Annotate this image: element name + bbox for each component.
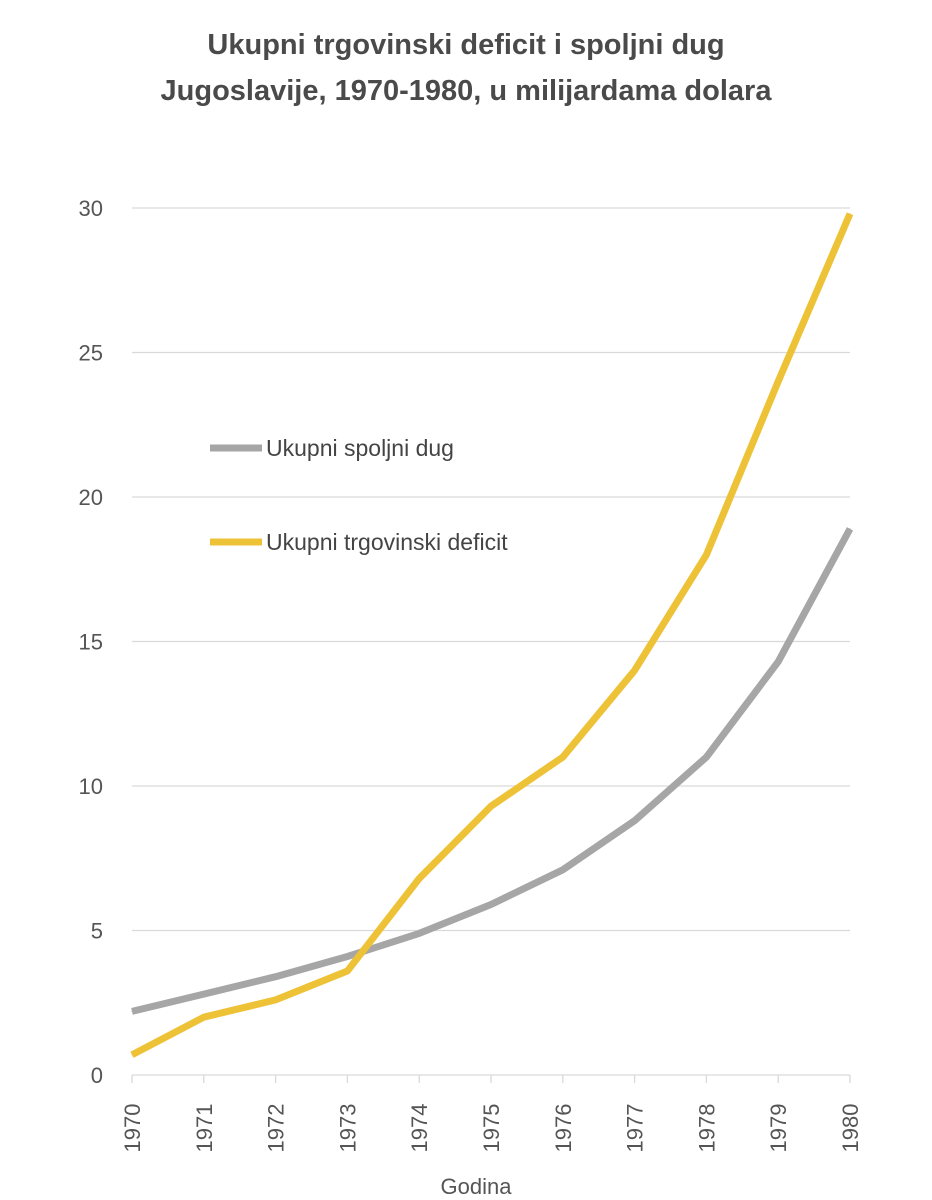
- x-tick-label: 1980: [838, 1104, 863, 1153]
- x-tick-label: 1970: [120, 1104, 145, 1153]
- series-lines: [130, 212, 854, 1058]
- series-line-2: [130, 212, 854, 1058]
- data-point: [203, 993, 205, 995]
- data-point: [777, 661, 779, 663]
- data-point: [705, 554, 707, 556]
- y-tick-label: 30: [79, 196, 103, 221]
- data-point: [418, 932, 420, 934]
- y-tick-label: 5: [91, 919, 103, 944]
- x-tick-label: 1975: [479, 1104, 504, 1153]
- data-point: [131, 1054, 133, 1056]
- legend-label-1: Ukupni spoljni dug: [266, 435, 454, 461]
- data-point: [849, 528, 851, 530]
- data-point: [490, 805, 492, 807]
- x-tick-label: 1978: [694, 1104, 719, 1153]
- data-point: [275, 999, 277, 1001]
- x-tick-label: 1979: [766, 1104, 791, 1153]
- chart-title: Ukupni trgovinski deficit i spoljni dug …: [0, 22, 932, 114]
- x-axis-ticks: 1970 1971 1972 1973 1974 1975 1976 1977 1978 1979…: [120, 1075, 863, 1152]
- y-axis-ticks: 0 5 10 15 20 25 30: [79, 196, 103, 1088]
- x-axis-title: Godina: [441, 1174, 513, 1199]
- data-point: [490, 903, 492, 905]
- data-point: [131, 1010, 133, 1012]
- y-tick-label: 0: [91, 1063, 103, 1088]
- x-tick-label: 1972: [264, 1104, 289, 1153]
- chart-title-line-2: Jugoslavije, 1970-1980, u milijardama do…: [160, 75, 772, 107]
- chart-title-line-1: Ukupni trgovinski deficit i spoljni dug: [207, 29, 725, 61]
- data-point: [275, 976, 277, 978]
- legend: Ukupni spoljni dug Ukupni trgovinski defi…: [210, 435, 508, 555]
- y-tick-label: 25: [79, 341, 103, 366]
- x-tick-label: 1977: [623, 1104, 648, 1153]
- data-point: [634, 820, 636, 822]
- data-point: [346, 970, 348, 972]
- x-tick-label: 1976: [551, 1104, 576, 1153]
- series-line-1: [131, 527, 854, 1015]
- data-point: [849, 213, 851, 215]
- gridlines: [132, 207, 850, 1076]
- data-point: [562, 756, 564, 758]
- data-point: [634, 669, 636, 671]
- x-tick-label: 1971: [192, 1104, 217, 1153]
- y-tick-label: 15: [79, 630, 103, 655]
- data-point: [346, 956, 348, 958]
- data-point: [705, 756, 707, 758]
- legend-label-2: Ukupni trgovinski deficit: [266, 529, 508, 555]
- data-point: [203, 1016, 205, 1018]
- data-point: [777, 380, 779, 382]
- x-tick-label: 1974: [407, 1104, 432, 1153]
- data-point: [562, 869, 564, 871]
- y-tick-label: 10: [79, 774, 103, 799]
- data-point: [418, 877, 420, 879]
- y-tick-label: 20: [79, 485, 103, 510]
- x-tick-label: 1973: [335, 1104, 360, 1153]
